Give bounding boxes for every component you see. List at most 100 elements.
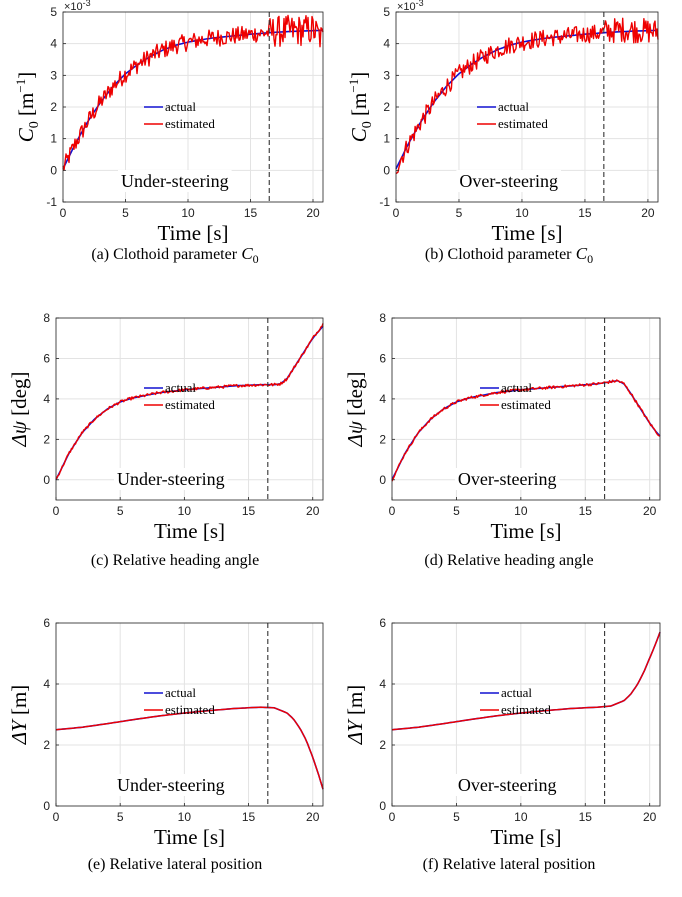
y-tick-label: 4 (383, 37, 390, 51)
legend-label-actual: actual (498, 99, 529, 114)
x-tick-label: 15 (242, 810, 256, 824)
x-tick-label: 10 (515, 206, 529, 220)
caption-math: C (237, 244, 253, 263)
axes-box (55, 622, 324, 807)
annotation-bg (454, 468, 560, 490)
x-tick-label: 20 (306, 206, 320, 220)
caption-letter: (b) (424, 246, 448, 263)
legend-label-actual: actual (165, 380, 196, 395)
x-tick-label: 15 (244, 206, 258, 220)
steering-annotation: Under-steering (117, 775, 225, 795)
x-tick-label: 20 (306, 810, 320, 824)
annotation-bg (114, 774, 228, 796)
x-tick-label: 0 (389, 504, 396, 518)
x-tick-label: 20 (643, 504, 657, 518)
x-axis-label: Time [s] (154, 825, 225, 849)
x-tick-label: 20 (643, 810, 657, 824)
x-tick-label: 10 (514, 504, 528, 518)
series-line-estimated (62, 14, 324, 171)
y-tick-label: 4 (43, 392, 50, 406)
x-tick-label: 5 (117, 810, 124, 824)
caption-letter: (d) (424, 552, 448, 569)
x-tick-label: 15 (579, 504, 593, 518)
legend-label-estimated: estimated (498, 116, 548, 131)
x-tick-label: 10 (181, 206, 195, 220)
caption-a: (a) Clothoid parameter C0 (10, 244, 340, 267)
caption-letter: (c) (90, 552, 113, 569)
caption-math-sub: 0 (252, 252, 259, 267)
y-tick-label: 0 (379, 799, 386, 813)
x-tick-label: 15 (578, 206, 592, 220)
y-tick-label: 0 (379, 473, 386, 487)
x-tick-label: 0 (53, 810, 60, 824)
x-tick-label: 5 (456, 206, 463, 220)
caption-c: (c) Relative heading angle (10, 552, 340, 570)
steering-annotation: Under-steering (121, 171, 229, 191)
y-tick-label: 1 (50, 132, 57, 146)
y-tick-label: 3 (50, 68, 57, 82)
x-axis-label: Time [s] (158, 221, 229, 245)
caption-text: Clothoid parameter (447, 246, 572, 263)
legend-label-actual: actual (165, 99, 196, 114)
legend-label-estimated: estimated (501, 397, 551, 412)
legend-label-estimated: estimated (165, 397, 215, 412)
legend-label-estimated: estimated (165, 116, 215, 131)
caption-letter: (e) (87, 856, 110, 873)
steering-annotation: Over-steering (459, 171, 558, 191)
y-tick-label: 2 (43, 432, 50, 446)
caption-text: Clothoid parameter (113, 246, 238, 263)
series-line-estimated (391, 379, 661, 482)
x-tick-label: 15 (579, 810, 593, 824)
y-axis-label: Δψ [deg] (7, 372, 31, 448)
caption-text: Relative heading angle (447, 552, 594, 569)
y-tick-label: 4 (379, 677, 386, 691)
y-tick-label: 6 (43, 616, 50, 630)
annotation-bg (114, 468, 228, 490)
legend-label-estimated: estimated (165, 702, 215, 717)
axes-box (391, 317, 661, 501)
y-axis-label: ΔY [m] (7, 685, 31, 746)
y-tick-label: 8 (379, 311, 386, 325)
legend-label-actual: actual (165, 685, 196, 700)
annotation-bg (117, 170, 232, 192)
annotation-bg (454, 774, 560, 796)
y-tick-label: 5 (383, 5, 390, 19)
x-tick-label: 20 (306, 504, 320, 518)
x-tick-label: 10 (178, 810, 192, 824)
y-axis-label: C0 [m−1] (346, 72, 375, 142)
y-tick-label: -1 (46, 195, 57, 209)
y-tick-label: 0 (43, 799, 50, 813)
y-tick-label: 4 (379, 392, 386, 406)
x-tick-label: 10 (178, 504, 192, 518)
y-tick-label: 0 (50, 163, 57, 177)
y-tick-label: 0 (43, 473, 50, 487)
legend-label-actual: actual (501, 380, 532, 395)
steering-annotation: Over-steering (458, 775, 557, 795)
y-tick-label: 8 (43, 311, 50, 325)
y-axis-label: Δψ [deg] (343, 372, 367, 448)
x-tick-label: 5 (453, 504, 460, 518)
y-tick-label: 4 (43, 677, 50, 691)
y-tick-label: 2 (43, 738, 50, 752)
series-line-estimated (391, 631, 661, 731)
series-line-estimated (55, 323, 324, 480)
caption-text: Relative lateral position (109, 856, 263, 873)
x-tick-label: 10 (514, 810, 528, 824)
y-tick-label: 4 (50, 37, 57, 51)
y-tick-label: 1 (383, 132, 390, 146)
caption-b: (b) Clothoid parameter C0 (344, 244, 674, 267)
x-tick-label: 5 (122, 206, 129, 220)
y-tick-label: 5 (50, 5, 57, 19)
x-axis-label: Time [s] (491, 519, 562, 543)
caption-math-sub: 0 (587, 252, 594, 267)
x-tick-label: 15 (242, 504, 256, 518)
y-tick-label: 6 (379, 616, 386, 630)
legend-label-estimated: estimated (501, 702, 551, 717)
y-tick-label: -1 (379, 195, 390, 209)
caption-text: Relative lateral position (442, 856, 596, 873)
y-tick-label: 2 (50, 100, 57, 114)
